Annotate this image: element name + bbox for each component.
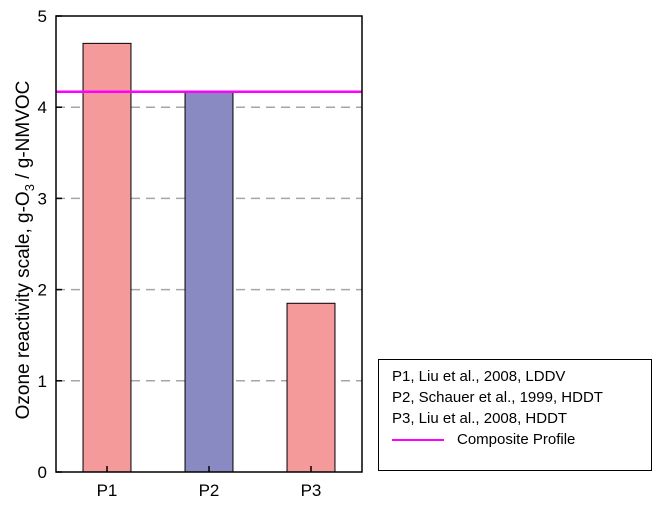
y-tick-label-2: 2 (38, 281, 47, 300)
legend-entry-composite: Composite Profile (379, 429, 651, 450)
legend: P1, Liu et al., 2008, LDDV P2, Schauer e… (378, 359, 652, 471)
y-tick-label-4: 4 (38, 98, 47, 117)
bar-p3 (286, 302, 336, 473)
legend-composite-label: Composite Profile (457, 431, 576, 448)
y-tick-label-5: 5 (38, 7, 47, 26)
x-tick-label-p1: P1 (97, 481, 118, 500)
x-tick-label-p3: P3 (301, 481, 322, 500)
y-tick-label-0: 0 (38, 463, 47, 482)
legend-entry-p3: P3, Liu et al., 2008, HDDT (392, 410, 568, 427)
y-tick-label-3: 3 (38, 189, 47, 208)
y-axis-label: Ozone reactivity scale, g-O3 / g-NMVOC (13, 80, 37, 420)
composite-line-swatch (392, 438, 444, 441)
x-tick-label-p2: P2 (199, 481, 220, 500)
y-tick-label-1: 1 (38, 372, 47, 391)
legend-entry-p2: P2, Schauer et al., 1999, HDDT (392, 389, 603, 406)
bar-p2 (184, 91, 234, 473)
x-axis-ticks: P1 P2 P3 (97, 466, 322, 500)
bar-p1 (82, 42, 132, 473)
y-axis-ticks: 0 1 2 3 4 5 (38, 7, 62, 482)
legend-entry-p1: P1, Liu et al., 2008, LDDV (392, 368, 566, 385)
